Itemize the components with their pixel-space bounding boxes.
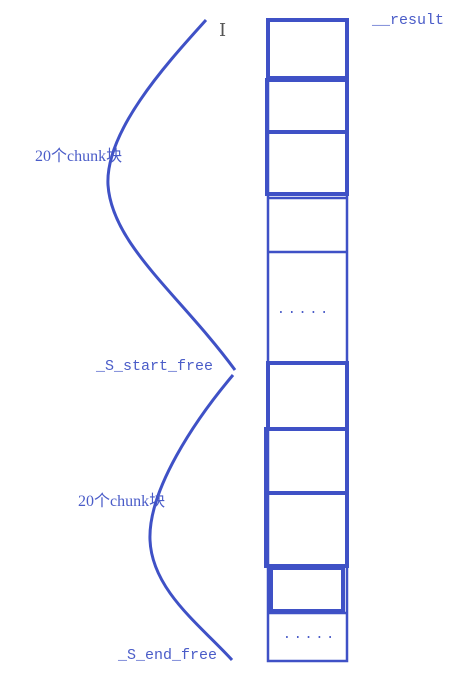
chunk-block-7 (269, 566, 345, 613)
chunks-bottom-label: 20个chunk块 (78, 493, 166, 510)
result-label: __result (372, 12, 445, 29)
upper-brace-curve (106, 18, 237, 371)
lower-brace-curve (148, 374, 235, 662)
chunk-block-6 (264, 491, 349, 568)
ellipsis-upper: ..... (277, 302, 332, 317)
chunk-block-2 (265, 78, 349, 134)
chunks-top-label: 20个chunk块 (35, 148, 123, 165)
chunk-block-4 (266, 361, 349, 431)
text-cursor-icon: I (219, 20, 227, 41)
start-free-label: _S_start_free (96, 358, 214, 375)
chunk-block-3 (265, 130, 349, 196)
end-free-label: _S_end_free (118, 647, 218, 664)
chunk-block-5 (264, 427, 349, 495)
ellipsis-lower: ..... (283, 627, 338, 642)
chunk-block-1 (266, 18, 349, 80)
